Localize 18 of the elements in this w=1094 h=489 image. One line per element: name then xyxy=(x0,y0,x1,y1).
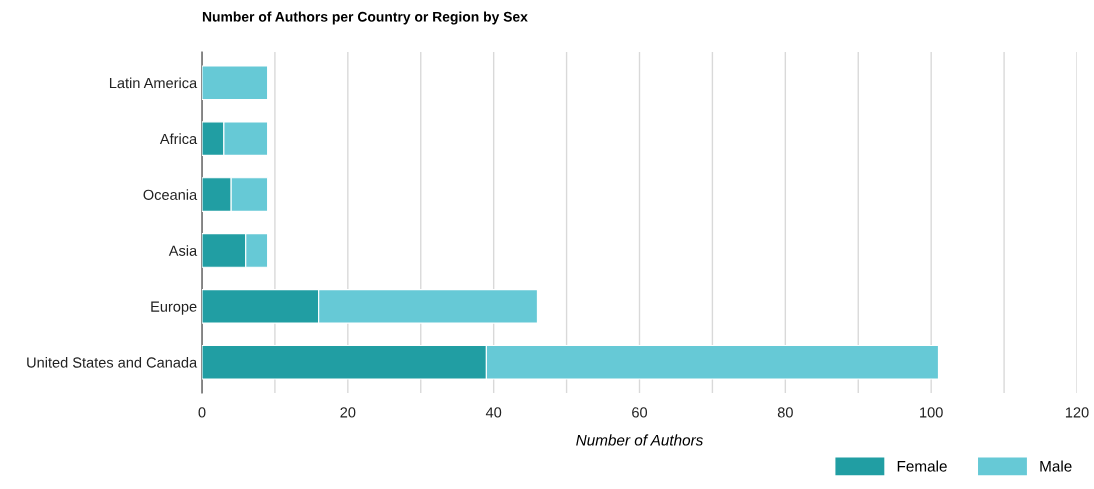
y-tick-label: Europe xyxy=(151,301,197,315)
x-tick-label: 120 xyxy=(1065,407,1089,418)
y-tick-label: Asia xyxy=(168,245,198,256)
x-tick-label: 40 xyxy=(485,407,502,418)
bar xyxy=(202,65,269,101)
x-tick-label: 80 xyxy=(777,407,793,418)
x-tick-label: 100 xyxy=(920,407,943,418)
x-axis-title: Number of Authors xyxy=(576,434,704,446)
y-tick-label: Africa xyxy=(159,133,198,145)
x-tick-label: 20 xyxy=(340,407,356,418)
chart-title: Number of Authors per Country or Region by Sex xyxy=(202,11,528,25)
x-tick-label: 0 xyxy=(198,407,206,418)
y-tick-label: United States and Canada xyxy=(27,356,198,368)
x-tick-label: 60 xyxy=(632,407,648,418)
y-tick-label: Oceania xyxy=(143,189,198,200)
y-tick-label: Latin America xyxy=(109,77,198,89)
legend-label: Male xyxy=(1040,460,1072,472)
legend-label: Female xyxy=(897,460,947,472)
